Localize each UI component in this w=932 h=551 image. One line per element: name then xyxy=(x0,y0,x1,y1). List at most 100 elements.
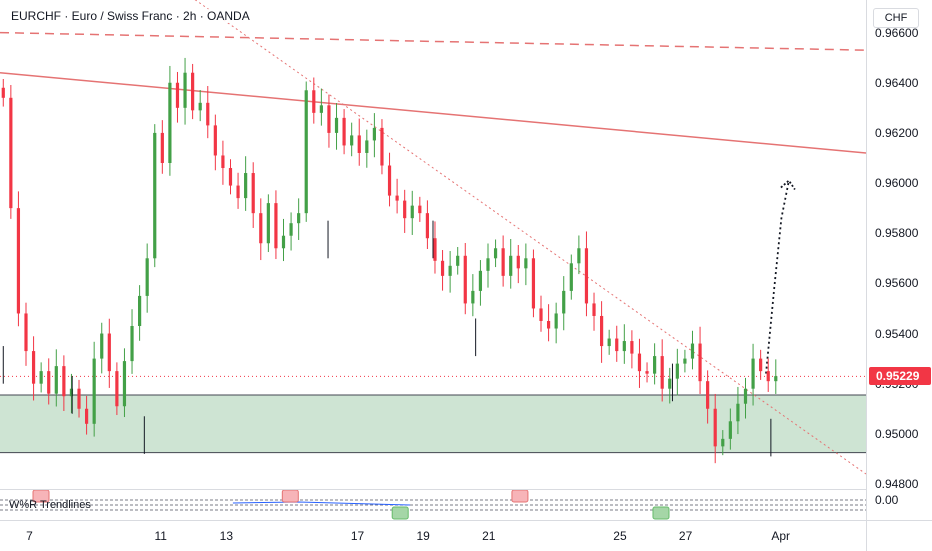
time-tick-label: 11 xyxy=(154,529,167,543)
candle xyxy=(440,250,445,291)
candle xyxy=(213,114,217,171)
candle xyxy=(478,260,483,306)
candle xyxy=(92,341,96,437)
candle-body xyxy=(675,363,679,379)
candle-body xyxy=(47,371,51,394)
candle xyxy=(84,395,89,435)
candle-body xyxy=(456,255,460,266)
candle xyxy=(668,367,672,404)
candle xyxy=(713,393,717,464)
candle-body xyxy=(138,295,142,326)
candle xyxy=(759,349,763,380)
time-tick-label: 7 xyxy=(26,529,33,543)
candle-body xyxy=(259,213,263,244)
candle-body xyxy=(175,82,180,108)
candle xyxy=(546,304,551,342)
indicator-label[interactable]: W%R Trendlines xyxy=(9,499,91,511)
candle xyxy=(524,243,528,286)
candle xyxy=(531,249,536,318)
candle xyxy=(16,191,21,327)
candle xyxy=(395,178,399,214)
candle-body xyxy=(486,258,490,271)
candle xyxy=(138,285,142,341)
candle xyxy=(516,245,520,284)
candle-body xyxy=(191,72,195,111)
indicator-pane[interactable] xyxy=(0,490,866,520)
candle xyxy=(660,339,664,402)
candle xyxy=(645,362,649,383)
candle xyxy=(327,94,331,148)
candle-body xyxy=(221,155,225,169)
price-tick-label: 0.95800 xyxy=(875,226,919,241)
candle xyxy=(62,355,66,412)
candle xyxy=(599,301,604,363)
candle-body xyxy=(653,356,657,374)
candle xyxy=(403,189,407,233)
candle-body xyxy=(766,371,770,382)
candle-body xyxy=(297,213,301,224)
candle xyxy=(653,343,657,385)
candle xyxy=(486,243,490,288)
candle-body xyxy=(213,125,217,156)
candle xyxy=(698,326,702,394)
candle xyxy=(683,349,687,373)
candle-body xyxy=(1,87,5,98)
price-chart-area[interactable] xyxy=(0,0,866,489)
candle xyxy=(259,198,263,261)
candle xyxy=(1,78,5,107)
candle xyxy=(387,152,392,207)
candle-body xyxy=(92,358,96,424)
candle xyxy=(463,242,467,315)
candle xyxy=(637,338,642,388)
candle xyxy=(584,231,589,317)
candle-body xyxy=(350,135,354,146)
candle xyxy=(160,120,164,174)
candle xyxy=(312,77,316,124)
candle-body xyxy=(39,371,43,384)
candle xyxy=(592,292,596,331)
candle-body xyxy=(509,255,513,276)
candle-body xyxy=(365,140,369,153)
candle-body xyxy=(569,263,573,291)
candle xyxy=(448,251,452,293)
candle-body xyxy=(251,173,255,214)
candle xyxy=(471,274,475,317)
candle xyxy=(24,302,28,366)
candle-body xyxy=(372,127,376,141)
candle-body xyxy=(77,388,81,409)
candle xyxy=(107,318,111,388)
current-price-badge: 0.95229 xyxy=(869,367,931,386)
candle-body xyxy=(440,260,445,276)
time-axis[interactable]: 7 11 13 17 19 21 25 27 Apr xyxy=(0,520,866,551)
candle xyxy=(221,140,225,185)
candle-body xyxy=(198,102,202,111)
candle xyxy=(183,57,187,125)
indicator-chart xyxy=(0,490,866,520)
price-axis[interactable]: CHF 0.96600 0.96400 0.96200 0.96000 0.95800 0… xyxy=(866,0,932,520)
candle-body xyxy=(418,205,422,214)
candle-body xyxy=(607,338,611,347)
candle xyxy=(509,238,513,289)
candle-body xyxy=(584,248,589,304)
candle-body xyxy=(554,313,558,329)
candle xyxy=(736,386,740,435)
candlestick-chart[interactable] xyxy=(0,0,866,489)
candle-body xyxy=(327,105,331,133)
candle-body xyxy=(668,378,672,389)
candle-body xyxy=(448,265,452,276)
candle-body xyxy=(183,72,187,108)
price-tick-label: 0.96000 xyxy=(875,176,919,191)
indicator-line xyxy=(232,501,411,506)
symbol-title[interactable]: EURCHF · Euro / Swiss Franc · 2h · OANDA xyxy=(9,9,252,23)
support-zone xyxy=(0,394,866,453)
currency-label[interactable]: CHF xyxy=(873,8,919,28)
time-tick-label: 13 xyxy=(219,529,234,543)
candle-body xyxy=(289,223,293,236)
price-tick-label: 0.96400 xyxy=(875,75,919,90)
pane-separator[interactable] xyxy=(0,489,866,490)
candle-body xyxy=(403,200,407,219)
price-tick-label: 0.96200 xyxy=(875,125,919,140)
candle xyxy=(418,196,422,222)
candle-body xyxy=(637,353,642,372)
candle-body xyxy=(615,338,619,352)
